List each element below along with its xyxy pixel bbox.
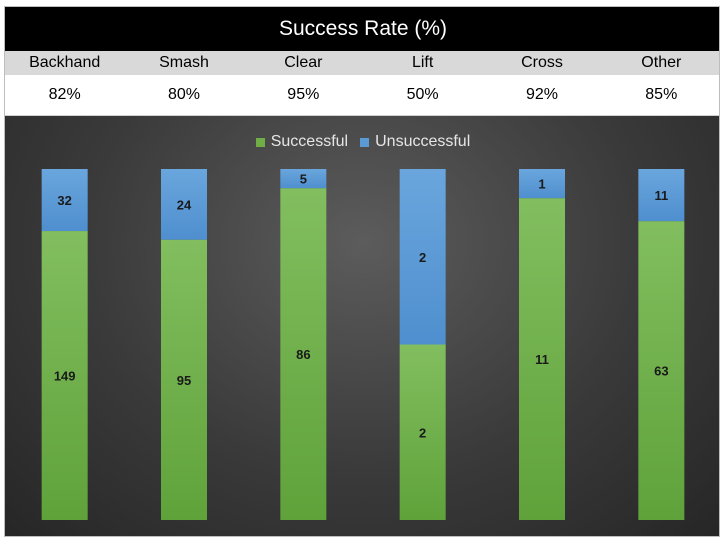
data-label-unsuccessful-other: 11 (654, 188, 668, 203)
data-label-unsuccessful-smash: 24 (177, 197, 192, 212)
legend-swatch-unsuccessful (360, 137, 370, 147)
success-rate-value: 82% (48, 86, 81, 103)
success-rate-value: 80% (167, 86, 200, 103)
success-rate-value: 85% (645, 86, 678, 103)
bar-successful-lift (399, 344, 446, 520)
bar-unsuccessful-cross (519, 169, 565, 199)
legend-item-successful: Successful (255, 133, 349, 151)
category-label: Smash (159, 54, 209, 71)
data-label-successful-other: 63 (654, 364, 668, 379)
plot-area: Successful Unsuccessful 32 149 24 95 5 86 2 2 1 1… (5, 116, 719, 536)
data-label-successful-backhand: 149 (54, 369, 76, 384)
bar-unsuccessful-other (638, 169, 685, 222)
data-label-successful-lift: 2 (419, 425, 426, 440)
success-rate-value: 95% (287, 86, 320, 103)
data-label-unsuccessful-cross: 1 (538, 177, 545, 192)
bar-unsuccessful-smash (161, 169, 207, 240)
legend-item-unsuccessful: Unsuccessful (360, 133, 470, 151)
category-label: Lift (411, 54, 434, 71)
data-label-successful-clear: 86 (296, 347, 310, 362)
data-label-unsuccessful-backhand: 32 (57, 193, 71, 208)
category-header-row: Backhand Smash Clear Lift Cross Other (5, 51, 719, 75)
bar-successful-backhand (41, 231, 88, 521)
data-label-unsuccessful-lift: 2 (419, 250, 426, 265)
success-rate-value: 92% (525, 86, 558, 103)
bar-unsuccessful-lift (399, 169, 446, 345)
bar-successful-smash (161, 239, 207, 520)
chart-frame: Success Rate (%) Backhand Smash Clear Li… (4, 6, 720, 537)
legend-label-unsuccessful: Unsuccessful (375, 133, 471, 150)
data-label-successful-smash: 95 (177, 373, 191, 388)
category-label: Cross (521, 54, 563, 71)
bar-successful-cross (519, 198, 565, 520)
category-label: Clear (284, 54, 323, 71)
chart-legend: Successful Unsuccessful (5, 132, 719, 152)
category-label: Backhand (29, 54, 101, 71)
bar-successful-other (638, 221, 685, 521)
bar-successful-clear (280, 188, 327, 520)
data-label-successful-cross: 11 (535, 352, 549, 367)
category-label: Other (641, 54, 682, 71)
legend-swatch-successful (255, 137, 265, 147)
chart-title: Success Rate (%) (5, 7, 719, 51)
success-rate-value: 50% (406, 86, 439, 103)
legend-label-successful: Successful (270, 133, 349, 150)
bar-unsuccessful-clear (280, 169, 327, 189)
bar-unsuccessful-backhand (41, 169, 88, 232)
success-rate-row: 82% 80% 95% 50% 92% 85% (5, 75, 719, 116)
data-label-unsuccessful-clear: 5 (300, 172, 307, 187)
